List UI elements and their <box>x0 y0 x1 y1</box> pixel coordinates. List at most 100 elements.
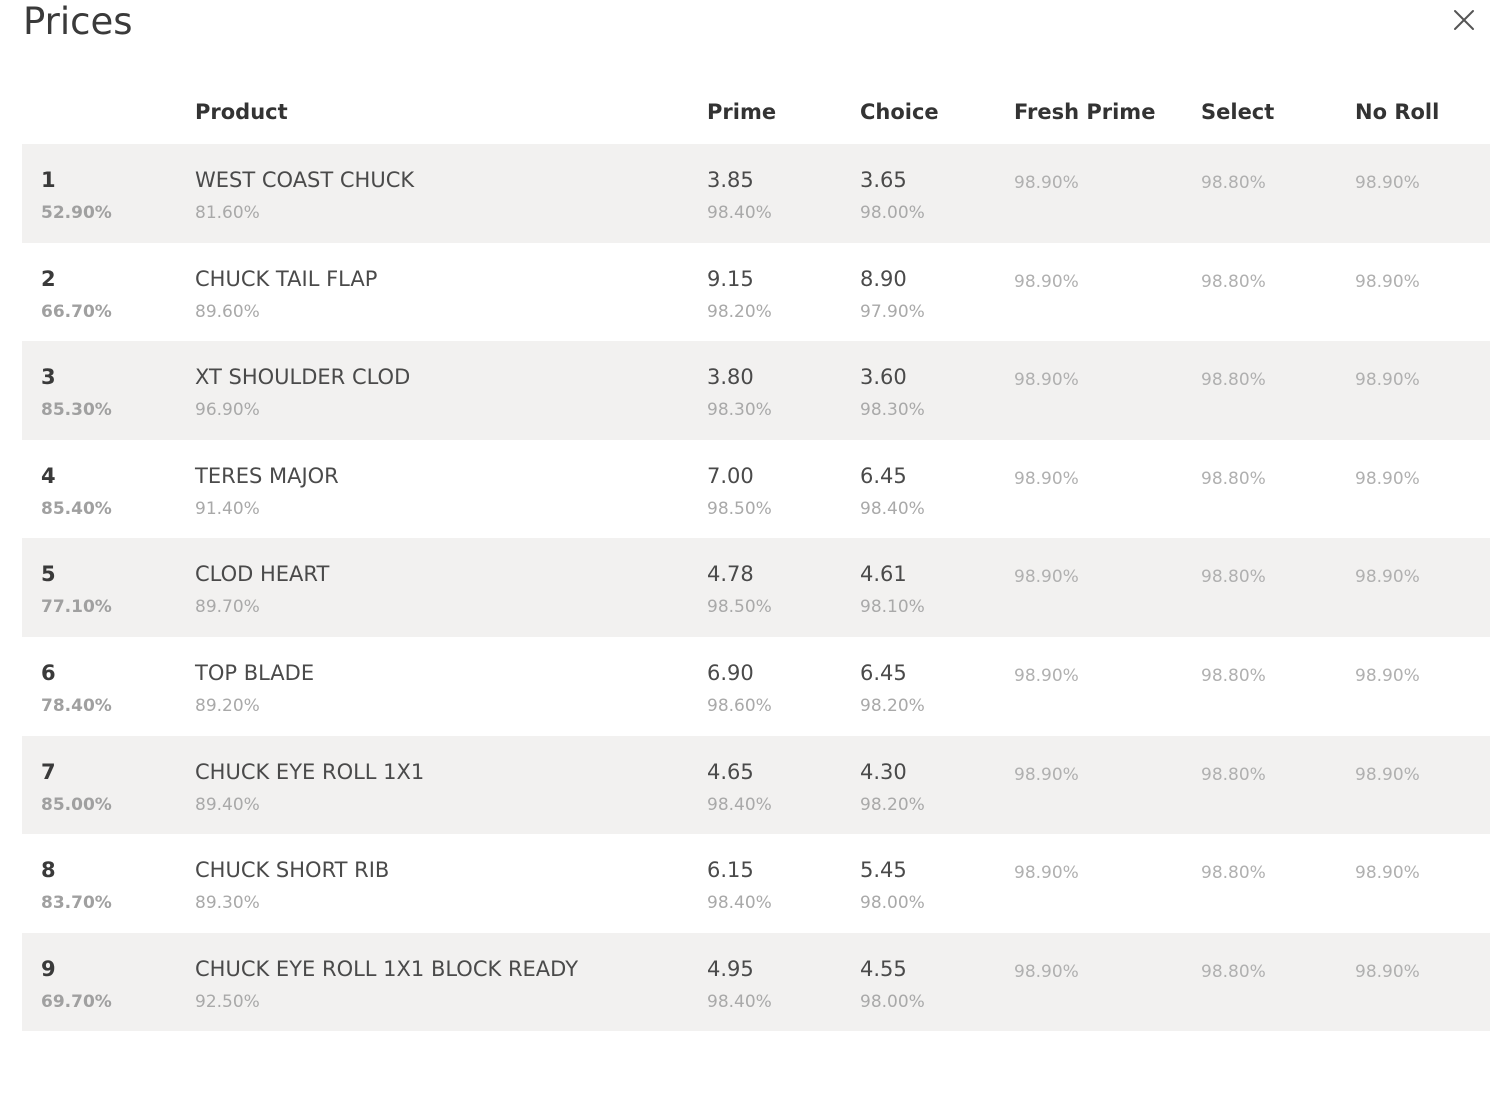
choice-percent: 98.30% <box>860 400 925 421</box>
fresh-prime-percent: 98.90% <box>1014 468 1079 489</box>
product-percent: 91.40% <box>195 498 260 519</box>
product-percent: 89.60% <box>195 301 260 322</box>
no-roll-percent: 98.90% <box>1355 567 1420 588</box>
prime-price: 6.15 <box>707 858 754 883</box>
prime-price: 6.90 <box>707 660 754 685</box>
select-percent: 98.80% <box>1201 961 1266 982</box>
rank-percent: 83.70% <box>41 893 112 914</box>
product-name: CHUCK EYE ROLL 1X1 <box>195 759 425 784</box>
fresh-prime-percent: 98.90% <box>1014 961 1079 982</box>
product-percent: 92.50% <box>195 991 260 1012</box>
table-row[interactable]: 9 69.70% CHUCK EYE ROLL 1X1 BLOCK READY … <box>22 932 1490 1032</box>
no-roll-percent: 98.90% <box>1355 468 1420 489</box>
fresh-prime-percent: 98.90% <box>1014 665 1079 686</box>
product-percent: 96.90% <box>195 400 260 421</box>
product-percent: 89.30% <box>195 893 260 914</box>
prime-price: 4.78 <box>707 562 754 587</box>
table-row[interactable]: 3 85.30% XT SHOULDER CLOD 96.90% 3.80 98… <box>22 341 1490 440</box>
close-button[interactable] <box>1448 4 1480 36</box>
select-percent: 98.80% <box>1201 665 1266 686</box>
prime-price: 3.85 <box>707 168 754 192</box>
choice-price: 8.90 <box>860 266 907 291</box>
column-header-fresh-prime: Fresh Prime <box>1014 100 1156 124</box>
table-header: Product Prime Choice Fresh Prime Select … <box>22 80 1490 144</box>
product-name: TOP BLADE <box>195 660 315 685</box>
rank-percent: 78.40% <box>41 695 112 716</box>
prime-percent: 98.40% <box>707 203 772 223</box>
choice-percent: 98.00% <box>860 991 925 1012</box>
column-header-prime: Prime <box>707 100 777 124</box>
close-icon <box>1454 10 1474 30</box>
rank-percent: 85.00% <box>41 794 112 815</box>
rank-percent: 77.10% <box>41 597 112 618</box>
choice-percent: 98.20% <box>860 794 925 815</box>
rank-number: 6 <box>41 660 56 685</box>
product-percent: 89.20% <box>195 695 260 716</box>
choice-price: 4.55 <box>860 956 907 981</box>
rank-number: 3 <box>41 365 56 390</box>
table-row[interactable]: 4 85.40% TERES MAJOR 91.40% 7.00 98.50% … <box>22 439 1490 539</box>
select-percent: 98.80% <box>1201 370 1266 391</box>
select-percent: 98.80% <box>1201 567 1266 588</box>
table-row[interactable]: 5 77.10% CLOD HEART 89.70% 4.78 98.50% 4… <box>22 538 1490 637</box>
rank-percent: 66.70% <box>41 301 112 322</box>
rank-number: 9 <box>41 956 56 981</box>
choice-percent: 98.20% <box>860 695 925 716</box>
prime-price: 4.65 <box>707 759 754 784</box>
table-row[interactable]: 8 83.70% CHUCK SHORT RIB 89.30% 6.15 98.… <box>22 834 1490 933</box>
no-roll-percent: 98.90% <box>1355 370 1420 391</box>
rank-number: 8 <box>41 858 56 883</box>
product-name: CHUCK SHORT RIB <box>195 858 390 883</box>
rank-number: 2 <box>41 266 56 291</box>
product-name: CHUCK TAIL FLAP <box>195 266 378 291</box>
no-roll-percent: 98.90% <box>1355 665 1420 686</box>
column-header-no-roll: No Roll <box>1355 100 1440 124</box>
no-roll-percent: 98.90% <box>1355 764 1420 785</box>
table-row[interactable]: 2 66.70% CHUCK TAIL FLAP 89.60% 9.15 98.… <box>22 242 1490 342</box>
choice-price: 4.61 <box>860 562 907 587</box>
select-percent: 98.80% <box>1201 863 1266 884</box>
prime-percent: 98.30% <box>707 400 772 421</box>
choice-percent: 98.40% <box>860 498 925 519</box>
choice-price: 6.45 <box>860 660 907 685</box>
select-percent: 98.80% <box>1201 173 1266 193</box>
dialog-title: Prices <box>23 0 133 43</box>
choice-percent: 98.00% <box>860 203 925 223</box>
prime-price: 4.95 <box>707 956 754 981</box>
choice-price: 5.45 <box>860 858 907 883</box>
prime-price: 3.80 <box>707 365 754 390</box>
choice-price: 4.30 <box>860 759 907 784</box>
fresh-prime-percent: 98.90% <box>1014 173 1079 193</box>
table-row[interactable]: 7 85.00% CHUCK EYE ROLL 1X1 89.40% 4.65 … <box>22 735 1490 835</box>
prime-percent: 98.50% <box>707 597 772 618</box>
no-roll-percent: 98.90% <box>1355 961 1420 982</box>
rank-number: 5 <box>41 562 56 587</box>
product-name: WEST COAST CHUCK <box>195 168 415 192</box>
fresh-prime-percent: 98.90% <box>1014 567 1079 588</box>
column-header-choice: Choice <box>860 100 939 124</box>
column-header-product: Product <box>195 100 288 124</box>
product-percent: 89.70% <box>195 597 260 618</box>
prime-percent: 98.50% <box>707 498 772 519</box>
choice-percent: 98.10% <box>860 597 925 618</box>
fresh-prime-percent: 98.90% <box>1014 863 1079 884</box>
choice-price: 3.60 <box>860 365 907 390</box>
choice-price: 3.65 <box>860 168 907 192</box>
rank-percent: 85.30% <box>41 400 112 421</box>
table-row[interactable]: 1 52.90% WEST COAST CHUCK 81.60% 3.85 98… <box>22 144 1490 243</box>
fresh-prime-percent: 98.90% <box>1014 370 1079 391</box>
product-percent: 81.60% <box>195 203 260 223</box>
table-row[interactable]: 6 78.40% TOP BLADE 89.20% 6.90 98.60% 6.… <box>22 636 1490 736</box>
column-header-select: Select <box>1201 100 1275 124</box>
product-percent: 89.40% <box>195 794 260 815</box>
select-percent: 98.80% <box>1201 764 1266 785</box>
prime-percent: 98.60% <box>707 695 772 716</box>
fresh-prime-percent: 98.90% <box>1014 271 1079 292</box>
no-roll-percent: 98.90% <box>1355 271 1420 292</box>
prime-percent: 98.40% <box>707 794 772 815</box>
rank-number: 1 <box>41 168 56 192</box>
prime-percent: 98.40% <box>707 991 772 1012</box>
fresh-prime-percent: 98.90% <box>1014 764 1079 785</box>
product-name: CLOD HEART <box>195 562 330 587</box>
product-name: TERES MAJOR <box>195 463 339 488</box>
